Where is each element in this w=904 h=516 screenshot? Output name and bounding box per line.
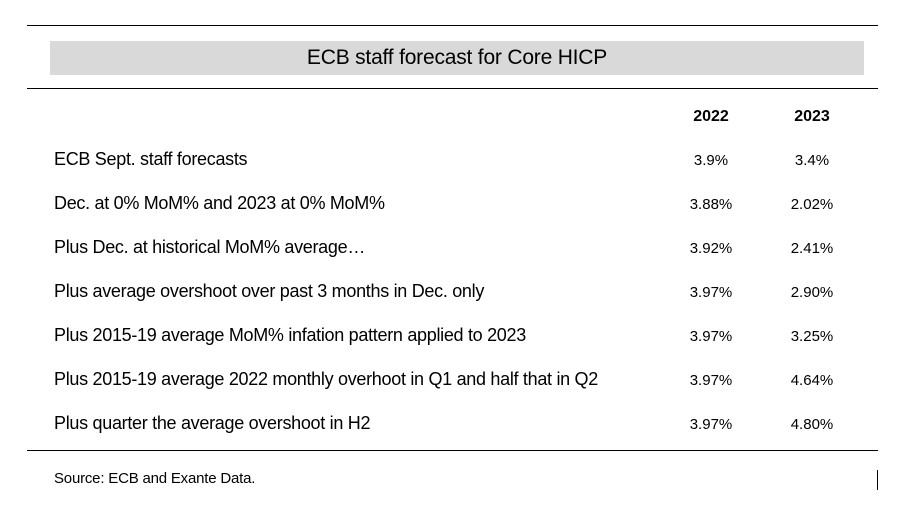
- value-2023: 3.4%: [794, 152, 830, 169]
- value-2023: 2.41%: [790, 240, 834, 257]
- value-2022: 3.88%: [689, 196, 733, 213]
- table-row: Plus average overshoot over past 3 month…: [0, 278, 904, 322]
- column-header-2022: 2022: [693, 108, 729, 125]
- value-2022: 3.97%: [689, 416, 733, 433]
- value-2022: 3.97%: [689, 284, 733, 301]
- table-row: Plus Dec. at historical MoM% average… 3.…: [0, 234, 904, 278]
- table-row: Plus 2015-19 average 2022 monthly overho…: [0, 366, 904, 410]
- value-2022: 3.92%: [689, 240, 733, 257]
- text-cursor: [877, 470, 878, 490]
- bottom-rule: [27, 450, 878, 451]
- row-label: Plus average overshoot over past 3 month…: [54, 281, 485, 301]
- header-rule: [27, 88, 878, 89]
- row-label: Plus 2015-19 average 2022 monthly overho…: [54, 369, 598, 389]
- value-2023: 2.90%: [790, 284, 834, 301]
- column-header-2023: 2023: [794, 108, 830, 125]
- value-2023: 4.64%: [790, 372, 834, 389]
- row-label: Plus Dec. at historical MoM% average…: [54, 237, 366, 257]
- value-2022: 3.97%: [689, 328, 733, 345]
- value-2023: 3.25%: [790, 328, 834, 345]
- table-row: Dec. at 0% MoM% and 2023 at 0% MoM% 3.88…: [0, 190, 904, 234]
- table-title: ECB staff forecast for Core HICP: [50, 41, 864, 75]
- row-label: Dec. at 0% MoM% and 2023 at 0% MoM%: [54, 193, 385, 213]
- row-label: ECB Sept. staff forecasts: [54, 149, 248, 169]
- row-label: Plus 2015-19 average MoM% infation patte…: [54, 325, 526, 345]
- table-row: ECB Sept. staff forecasts 3.9% 3.4%: [0, 146, 904, 190]
- value-2023: 2.02%: [790, 196, 834, 213]
- value-2023: 4.80%: [790, 416, 834, 433]
- table-body: ECB Sept. staff forecasts 3.9% 3.4% Dec.…: [0, 146, 904, 454]
- value-2022: 3.97%: [689, 372, 733, 389]
- source-note: Source: ECB and Exante Data.: [54, 470, 256, 487]
- table-row: Plus 2015-19 average MoM% infation patte…: [0, 322, 904, 366]
- value-2022: 3.9%: [693, 152, 729, 169]
- row-label: Plus quarter the average overshoot in H2: [54, 413, 371, 433]
- table-row: Plus quarter the average overshoot in H2…: [0, 410, 904, 454]
- top-rule: [27, 25, 878, 26]
